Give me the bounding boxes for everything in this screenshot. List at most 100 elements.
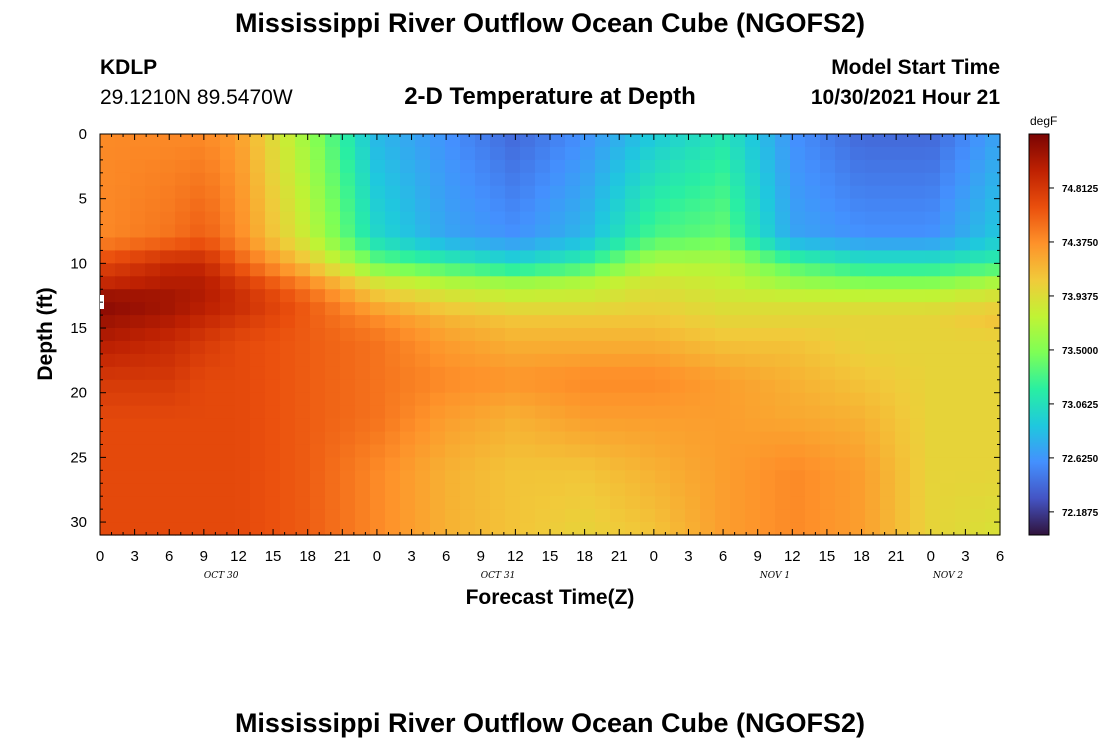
heatmap-cell [760,418,776,433]
heatmap-cell [835,470,851,484]
heatmap-cell [370,146,386,161]
heatmap-cell [910,522,926,536]
heatmap-cell [460,418,476,433]
heatmap-cell [310,405,326,420]
heatmap-cell [925,405,941,420]
heatmap-cell [205,302,221,316]
heatmap-cell [280,379,296,394]
heatmap-cell [460,134,476,148]
heatmap-cell [460,172,476,187]
heatmap-cell [295,379,311,394]
heatmap-cell [910,366,926,381]
heatmap-cell [445,172,461,187]
heatmap-cell [580,522,596,536]
heatmap-cell [100,237,116,252]
heatmap-cell [940,379,956,394]
heatmap-cell [415,224,431,239]
heatmap-cell [580,289,596,303]
heatmap-cell [895,134,911,148]
heatmap-cell [745,134,761,148]
heatmap-cell [580,263,596,277]
heatmap-cell [805,444,821,458]
heatmap-cell [535,250,551,264]
heatmap-cell [520,522,536,536]
heatmap-cell [145,328,161,342]
heatmap-cell [145,172,161,187]
heatmap-cell [115,289,131,303]
heatmap-cell [295,405,311,420]
heatmap-cell [820,237,836,252]
heatmap-cell [175,146,191,161]
x-tick-label: 3 [961,548,969,565]
heatmap-cell [775,392,791,407]
heatmap-cell [430,315,446,329]
heatmap-cell [490,250,506,264]
heatmap-cell [280,224,296,239]
heatmap-cell [175,328,191,342]
heatmap-cell [235,431,251,446]
heatmap-cell [580,224,596,239]
heatmap-cell [355,444,371,458]
heatmap-cell [715,302,731,316]
heatmap-cell [325,431,341,446]
heatmap-cell [790,522,806,536]
heatmap-cell [130,457,146,471]
heatmap-cell [430,328,446,342]
heatmap-cell [835,172,851,187]
heatmap-cell [145,237,161,252]
heatmap-cell [295,392,311,407]
heatmap-cell [355,315,371,329]
heatmap-cell [460,392,476,407]
heatmap-cell [625,483,641,497]
heatmap-cell [340,379,356,394]
heatmap-cell [220,302,236,316]
heatmap-cell [610,134,626,148]
heatmap-cell [940,263,956,277]
y-tick-label: 15 [70,320,87,337]
heatmap-cell [985,457,1001,471]
heatmap-cell [805,522,821,536]
heatmap-cell [850,379,866,394]
heatmap-cell [460,289,476,303]
heatmap-cell [670,185,686,200]
heatmap-cell [550,392,566,407]
heatmap-cell [625,134,641,148]
heatmap-cell [175,496,191,510]
heatmap-cell [175,392,191,407]
heatmap-cell [160,159,176,174]
heatmap-cell [685,211,701,226]
heatmap-cell [190,289,206,303]
heatmap-cell [250,315,266,329]
heatmap-cell [415,431,431,446]
heatmap-cell [235,418,251,433]
heatmap-cell [730,405,746,420]
x-date-label: NOV 2 [932,571,963,581]
heatmap-cell [820,172,836,187]
heatmap-cell [940,392,956,407]
heatmap-cell [100,418,116,433]
heatmap-cell [895,418,911,433]
heatmap-cell [970,198,986,213]
heatmap-cell [970,302,986,316]
heatmap-cell [505,509,521,523]
heatmap-cell [175,405,191,420]
heatmap-cell [505,522,521,536]
x-date-label: NOV 1 [759,571,790,581]
heatmap-cell [910,185,926,200]
heatmap-cell [685,470,701,484]
heatmap-cell [280,444,296,458]
heatmap-cell [805,185,821,200]
heatmap-cell [595,509,611,523]
heatmap-cell [790,418,806,433]
heatmap-cell [730,237,746,252]
heatmap-cell [460,340,476,355]
heatmap-cell [865,405,881,420]
heatmap-cell [850,328,866,342]
heatmap-cell [490,509,506,523]
heatmap-cell [670,522,686,536]
heatmap-cell [295,457,311,471]
heatmap-cell [670,276,686,290]
heatmap-cell [535,509,551,523]
heatmap-cell [670,483,686,497]
heatmap-cell [550,250,566,264]
